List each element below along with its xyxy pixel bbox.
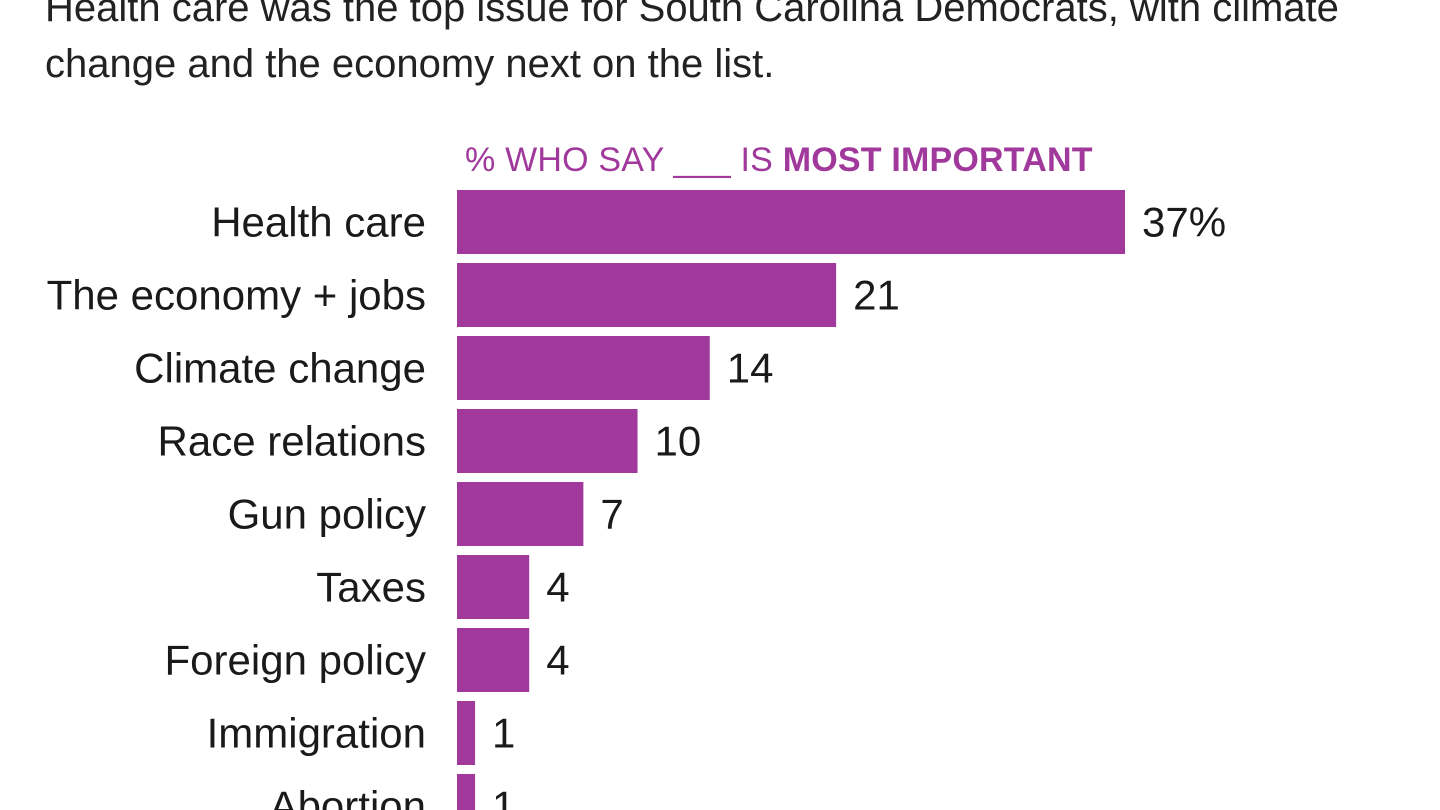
category-label-health-care: Health care [211, 199, 426, 246]
chart-header-label: % WHO SAY ___ IS MOST IMPORTANT [465, 140, 1093, 180]
header-prefix: % WHO SAY ___ IS [465, 141, 783, 179]
bar-immigration [457, 701, 476, 765]
value-label-gun-policy: 7 [600, 491, 623, 538]
bar-the-economy-jobs [457, 263, 837, 327]
value-label-health-care: 37% [1142, 199, 1226, 246]
bar-health-care [457, 190, 1125, 254]
category-label-gun-policy: Gun policy [228, 491, 426, 538]
value-label-abortion: 1 [492, 783, 515, 810]
value-label-the-economy-jobs: 21 [853, 272, 900, 319]
bar-gun-policy [457, 482, 584, 546]
value-label-taxes: 4 [546, 564, 569, 611]
bar-foreign-policy [457, 628, 530, 692]
value-label-climate-change: 14 [727, 345, 774, 392]
category-label-immigration: Immigration [207, 710, 426, 757]
bar-climate-change [457, 336, 710, 400]
category-label-abortion: Abortion [270, 783, 426, 810]
chart-subtitle: Health care was the top issue for South … [45, 0, 1339, 86]
category-label-foreign-policy: Foreign policy [165, 637, 426, 684]
value-label-immigration: 1 [492, 710, 515, 757]
bar-abortion [457, 774, 476, 810]
category-label-race-relations: Race relations [158, 418, 426, 465]
value-label-foreign-policy: 4 [546, 637, 569, 684]
bar-taxes [457, 555, 530, 619]
category-label-the-economy-jobs: The economy + jobs [47, 272, 426, 319]
category-label-climate-change: Climate change [134, 345, 426, 392]
category-label-taxes: Taxes [316, 564, 426, 611]
header-emphasis: MOST IMPORTANT [782, 141, 1093, 179]
bar-race-relations [457, 409, 638, 473]
value-label-race-relations: 10 [655, 418, 702, 465]
